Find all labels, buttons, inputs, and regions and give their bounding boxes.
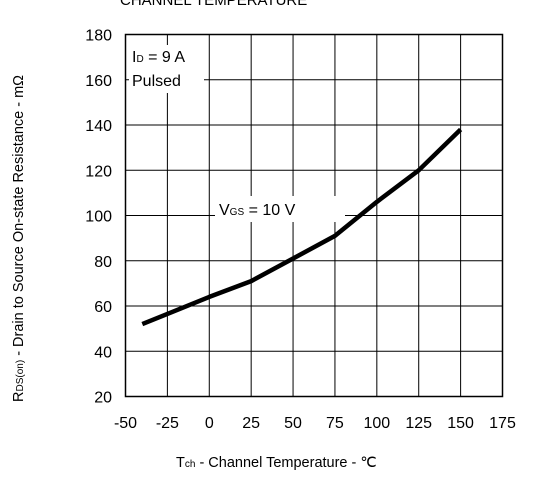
y-axis-label: RDS(on) - Drain to Source On-state Resis…: [11, 75, 27, 402]
x-tick-label: 25: [242, 415, 260, 432]
x-axis-label-sub: ch: [185, 459, 196, 470]
series-line-0: [141, 127, 463, 327]
chart-title: CHANNEL TEMPERATURE: [120, 0, 307, 9]
condition-id: ID = 9 A: [132, 49, 185, 66]
x-axis-label: Tch - Channel Temperature - ℃: [176, 455, 377, 471]
x-axis-label-text: - Channel Temperature - ℃: [195, 455, 376, 471]
y-tick-label: 20: [94, 390, 112, 407]
y-tick-label: 160: [85, 73, 112, 90]
y-tick-labels: 20 40 60 80 100 120 140 160 180: [85, 28, 112, 407]
series-label-bg: [215, 196, 345, 222]
y-axis-label-prefix: R: [11, 392, 27, 402]
x-tick-label: 0: [205, 415, 214, 432]
plot-frame: [124, 33, 504, 398]
x-tick-label: 75: [326, 415, 344, 432]
y-tick-label: 100: [85, 209, 112, 226]
x-axis-label-prefix: T: [176, 455, 185, 471]
y-axis-label-sub: DS(on): [15, 360, 26, 392]
y-tick-label: 140: [85, 118, 112, 135]
series-label-sub: GS: [230, 207, 245, 218]
series-label-prefix: V: [219, 202, 230, 219]
condition-id-sub: D: [136, 54, 143, 65]
series-label-vgs: VGS = 10 V: [219, 202, 296, 219]
y-tick-label: 120: [85, 163, 112, 180]
x-tick-label: -25: [156, 415, 179, 432]
x-tick-label: 50: [284, 415, 302, 432]
x-tick-label: -50: [114, 415, 137, 432]
conditions-box-bg: [129, 45, 204, 93]
x-tick-label: 100: [363, 415, 390, 432]
x-tick-label: 175: [489, 415, 516, 432]
condition-id-text: = 9 A: [144, 49, 186, 66]
y-tick-label: 60: [94, 299, 112, 316]
series-group: [141, 127, 463, 327]
y-axis-label-text: - Drain to Source On-state Resistance - …: [11, 75, 27, 360]
x-tick-label: 125: [405, 415, 432, 432]
condition-id-prefix: I: [132, 49, 136, 66]
y-tick-label: 180: [85, 28, 112, 45]
series-label-text: = 10 V: [244, 202, 295, 219]
condition-mode: Pulsed: [132, 73, 181, 90]
x-tick-labels: -50 -25 0 25 50 75 100 125 150 175: [114, 415, 516, 432]
x-tick-label: 150: [447, 415, 474, 432]
y-tick-label: 40: [94, 344, 112, 361]
y-tick-label: 80: [94, 254, 112, 271]
